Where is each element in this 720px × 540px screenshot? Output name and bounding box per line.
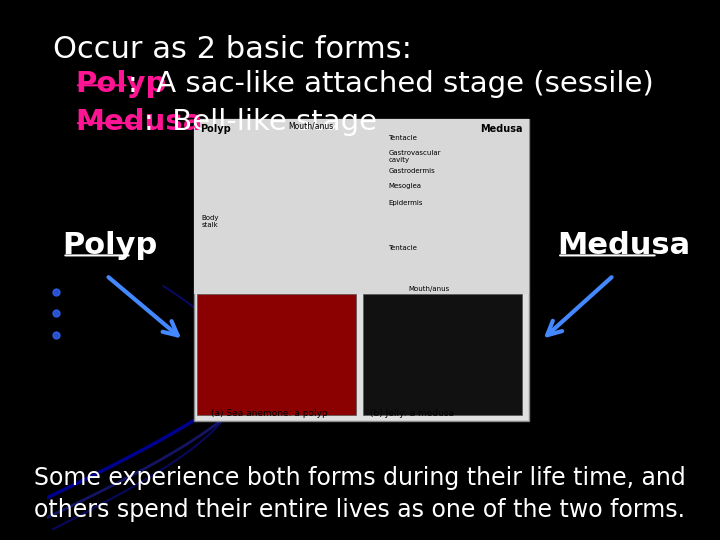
Text: Occur as 2 basic forms:: Occur as 2 basic forms: <box>53 35 412 64</box>
Text: Polyp: Polyp <box>200 124 231 134</box>
Text: Polyp: Polyp <box>63 231 158 260</box>
FancyBboxPatch shape <box>194 119 529 294</box>
Text: Tentacle: Tentacle <box>388 134 418 141</box>
Text: Body
stalk: Body stalk <box>202 215 219 228</box>
Text: Epidermis: Epidermis <box>388 199 423 206</box>
Text: Medusa: Medusa <box>480 124 523 134</box>
Text: Some experience both forms during their life time, and: Some experience both forms during their … <box>34 466 686 490</box>
FancyBboxPatch shape <box>364 294 523 415</box>
Text: Tentacle: Tentacle <box>388 245 418 252</box>
Text: Gastrodermis: Gastrodermis <box>388 168 435 174</box>
Text: others spend their entire lives as one of the two forms.: others spend their entire lives as one o… <box>35 498 685 522</box>
Text: Medusa: Medusa <box>557 231 690 260</box>
Text: Gastrovascular
cavity: Gastrovascular cavity <box>388 150 441 163</box>
FancyBboxPatch shape <box>197 294 356 415</box>
Text: (a) Sea anemone: a polyp: (a) Sea anemone: a polyp <box>211 409 328 418</box>
Text: Mesoglea: Mesoglea <box>388 183 421 190</box>
FancyBboxPatch shape <box>194 119 529 421</box>
Text: Medusa: Medusa <box>75 108 202 136</box>
Text: Polyp: Polyp <box>75 70 166 98</box>
Text: (b) Jelly: a medusa: (b) Jelly: a medusa <box>370 409 454 418</box>
Text: :  Bell-like stage: : Bell-like stage <box>144 108 377 136</box>
Text: Mouth/anus: Mouth/anus <box>289 122 334 131</box>
Text: :  A sac-like attached stage (sessile): : A sac-like attached stage (sessile) <box>128 70 654 98</box>
Text: Mouth/anus: Mouth/anus <box>408 286 449 292</box>
